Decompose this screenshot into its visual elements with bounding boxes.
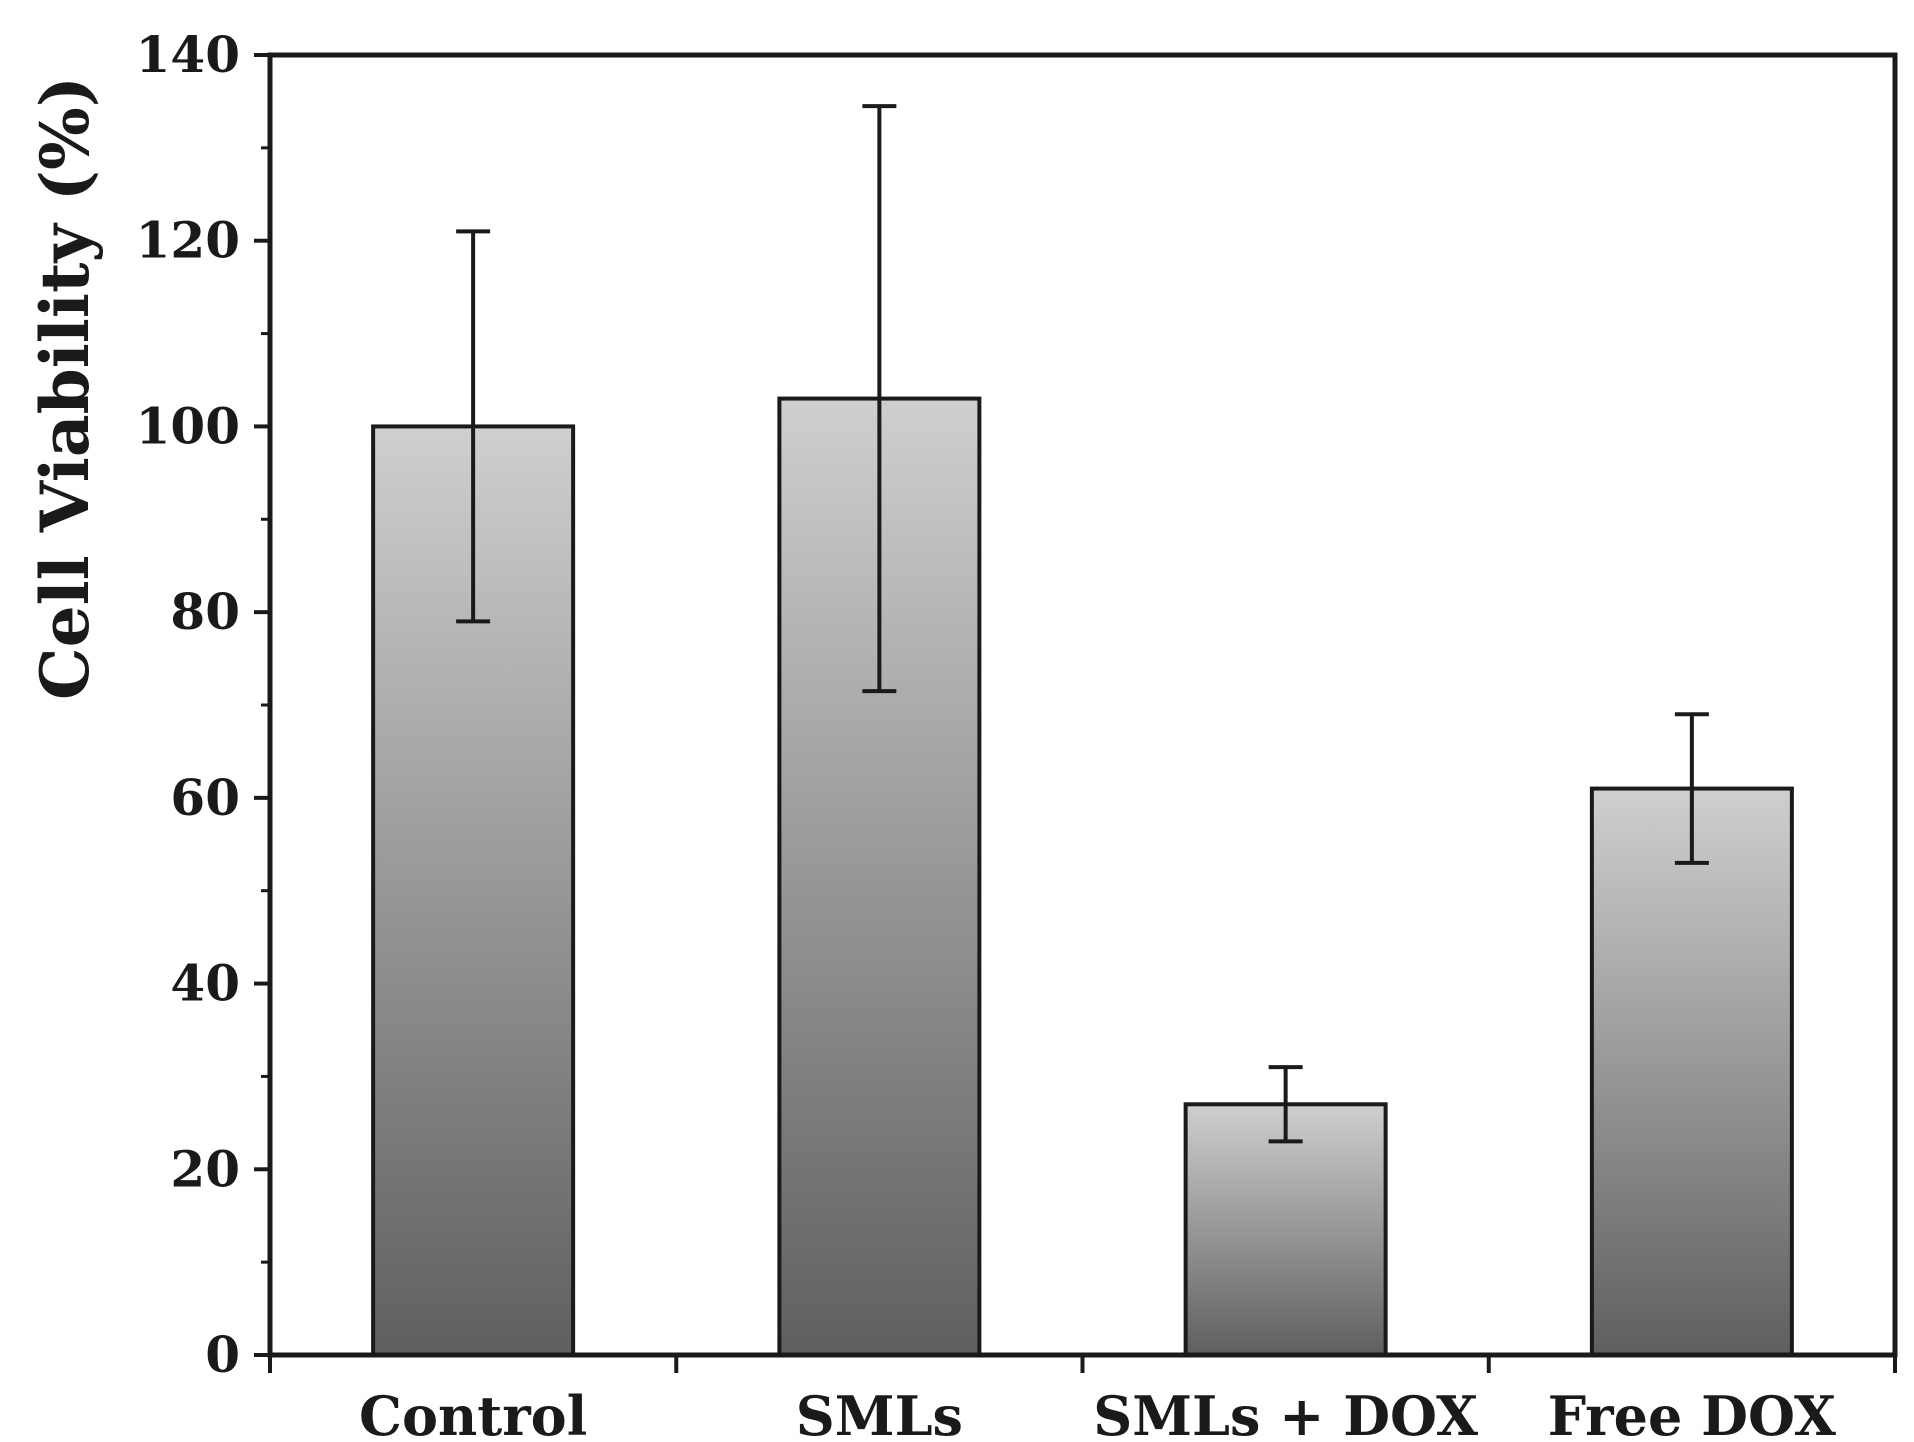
y-tick-label: 80 [170, 582, 240, 641]
bar-free-dox [1589, 786, 1794, 1357]
y-tick-label: 120 [136, 211, 240, 270]
x-axis: Control SMLs SMLs + DOX Free DOX [268, 1355, 1897, 1442]
x-category-label: Free DOX [1548, 1384, 1836, 1442]
y-axis: 0 20 40 60 80 100 120 140 [136, 25, 270, 1384]
error-bars-layer [456, 104, 1709, 1144]
x-category-label: Control [359, 1384, 587, 1442]
y-tick-label: 20 [170, 1139, 240, 1198]
y-tick-label: 100 [136, 396, 240, 455]
y-tick-label: 60 [170, 768, 240, 827]
y-tick-label: 40 [170, 954, 240, 1013]
y-tick-label: 140 [136, 25, 240, 84]
y-tick-label: 0 [205, 1325, 240, 1384]
bars-layer [371, 396, 1794, 1358]
y-axis-title: Cell Viability (%) [26, 76, 104, 700]
x-category-label: SMLs + DOX [1093, 1384, 1478, 1442]
x-category-label: SMLs [796, 1384, 963, 1442]
